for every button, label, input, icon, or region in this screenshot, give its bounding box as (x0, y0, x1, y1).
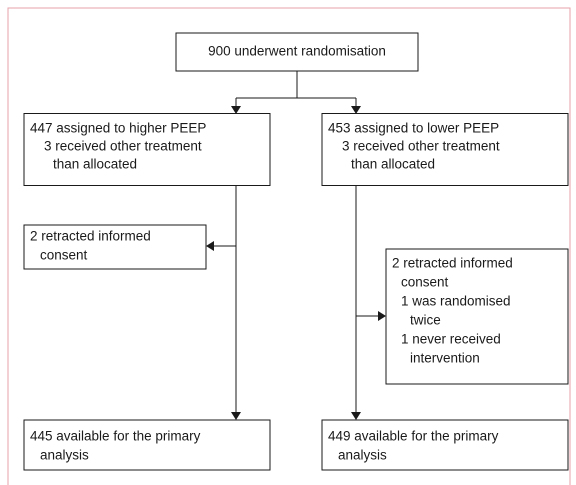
node-text: 2 retracted informed (392, 256, 513, 271)
node-text: consent (40, 248, 88, 263)
connectors (206, 71, 386, 420)
node-text: than allocated (351, 157, 435, 172)
node-text: 445 available for the primary (30, 429, 201, 444)
node-text: 1 never received (401, 332, 501, 347)
node-box (175, 32, 419, 72)
node-text: 2 retracted informed (30, 229, 151, 244)
node-text: analysis (338, 448, 387, 463)
node-text: 447 assigned to higher PEEP (30, 121, 206, 136)
node-text: 900 underwent randomisation (208, 44, 386, 59)
node-box (23, 113, 271, 186)
node-box (321, 419, 569, 471)
arrowhead (351, 106, 361, 114)
node-text: intervention (410, 351, 480, 366)
arrowhead (231, 412, 241, 420)
node-text: twice (410, 313, 441, 328)
node-text: analysis (40, 448, 89, 463)
node-box (321, 113, 569, 186)
node-text: than allocated (53, 157, 137, 172)
arrowhead (378, 311, 386, 321)
node-box (23, 419, 271, 471)
frame (7, 7, 571, 485)
arrowhead (351, 412, 361, 420)
node-text: 3 received other treatment (44, 139, 202, 154)
node-text: 449 available for the primary (328, 429, 499, 444)
arrowhead (206, 241, 214, 251)
node-box (23, 224, 207, 270)
node-text: consent (401, 275, 449, 290)
node-box (385, 248, 569, 385)
arrowhead (231, 106, 241, 114)
node-text: 3 received other treatment (342, 139, 500, 154)
node-text: 1 was randomised (401, 294, 511, 309)
node-text: 453 assigned to lower PEEP (328, 121, 499, 136)
